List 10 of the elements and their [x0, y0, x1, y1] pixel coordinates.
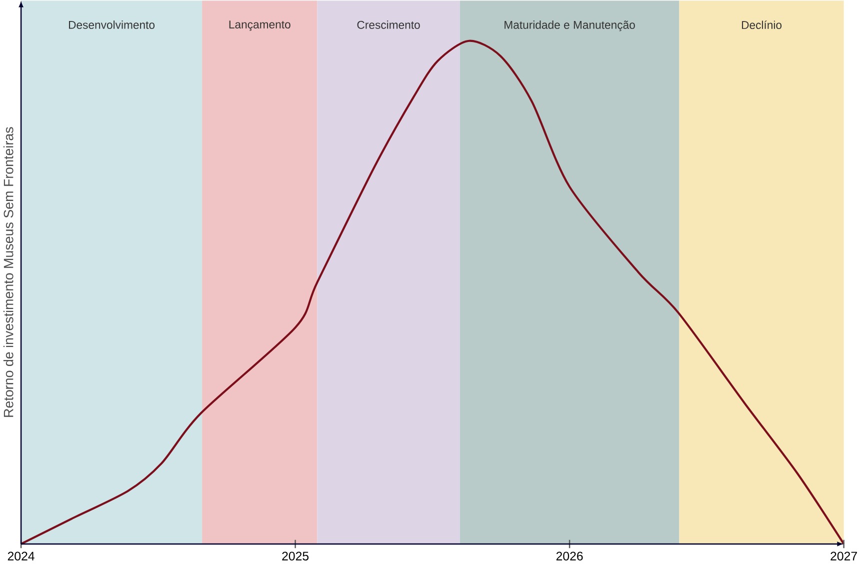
- band-label: Lançamento: [229, 20, 290, 31]
- x-tick-label: 2026: [556, 552, 583, 561]
- y-axis-title: Retorno de investimento Museus Sem Fronteiras: [3, 127, 14, 417]
- x-tick-label: 2027: [830, 552, 857, 561]
- band-label: Crescimento: [357, 20, 420, 29]
- band-label: Declínio: [742, 20, 782, 30]
- band-label: Maturidade e Manutenção: [504, 20, 635, 32]
- x-tick-label: 2025: [282, 552, 309, 561]
- band-label: Desenvolvimento: [69, 20, 155, 29]
- x-tick-label: 2024: [8, 552, 34, 561]
